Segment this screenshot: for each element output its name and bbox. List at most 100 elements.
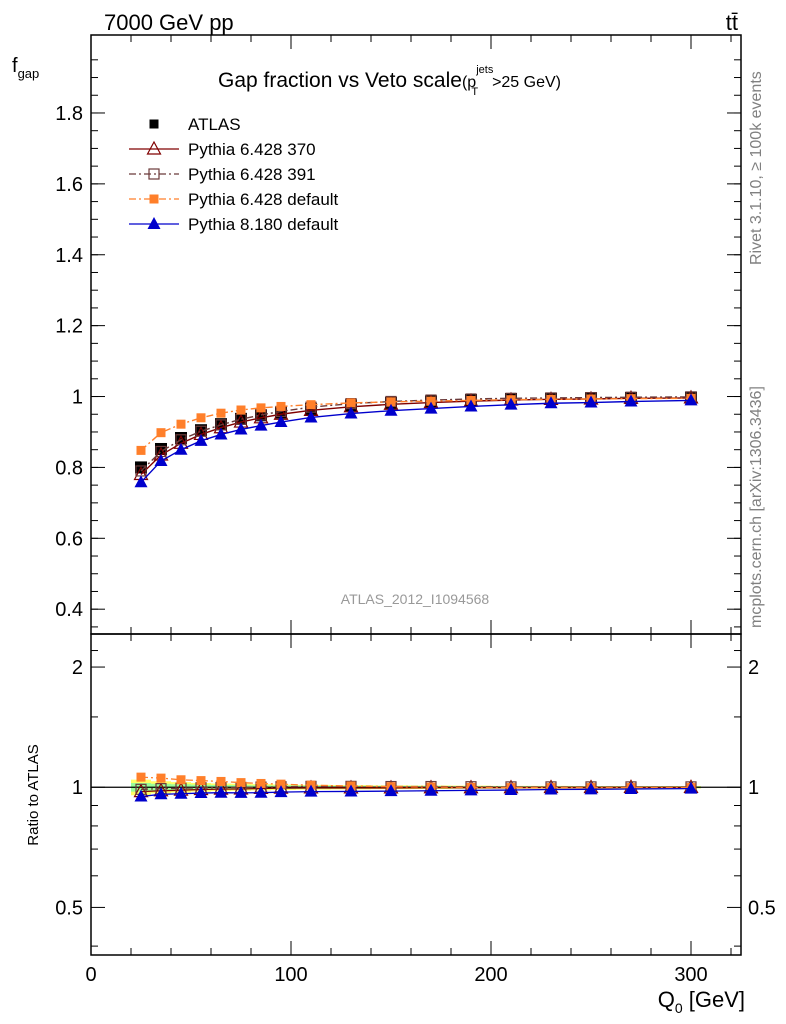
x-axis-title-main: Q	[658, 987, 675, 1012]
point-p8	[584, 395, 598, 408]
point-pdef	[216, 408, 226, 418]
ratio-point-p8	[194, 786, 208, 799]
point-pdef	[196, 413, 206, 423]
point-p8	[234, 422, 248, 435]
point-p8	[544, 396, 558, 409]
ratio-point-p8	[174, 786, 188, 799]
legend-marker-p370	[146, 140, 162, 155]
point-p8	[684, 393, 698, 406]
legend-entry-p391: Pythia 6.428 391	[129, 165, 316, 184]
ratio-point-p8	[384, 784, 398, 797]
analysis-id: ATLAS_2012_I1094568	[341, 591, 490, 607]
legend-marker-p391	[148, 168, 160, 180]
ratio-ytick-label: 1	[72, 777, 83, 799]
point-pdef	[136, 445, 146, 455]
point-p8	[384, 403, 398, 416]
ratio-point-p8	[504, 783, 518, 796]
legend-label-p370: Pythia 6.428 370	[188, 140, 316, 159]
point-p8	[194, 433, 208, 446]
ratio-ytick-label-right: 0.5	[748, 897, 776, 919]
title-cut-sup: jets	[475, 64, 494, 76]
x-tick-label: 300	[674, 964, 707, 986]
point-pdef	[306, 400, 316, 410]
upper-ytick-label: 1.2	[55, 316, 83, 338]
point-p8	[274, 415, 288, 428]
legend-label-pdef: Pythia 6.428 default	[188, 190, 339, 209]
ratio-point-pdef	[256, 778, 266, 788]
upper-ytick-label: 0.6	[55, 528, 83, 550]
ratio-ytick-label-right: 2	[748, 657, 759, 679]
x-axis-title: Q0 [GeV]	[658, 987, 745, 1016]
ratio-point-p8	[424, 783, 438, 796]
x-tick-label: 100	[274, 964, 307, 986]
ratio-point-pdef	[136, 772, 146, 782]
ratio-point-p8	[214, 785, 228, 798]
legend-label-p8: Pythia 8.180 default	[188, 215, 339, 234]
chart-title: Gap fraction vs Veto scale(pjets T >25 GeV…	[218, 64, 561, 98]
ratio-point-p8	[584, 782, 598, 795]
ratio-point-p8	[154, 787, 168, 800]
ratio-point-p8	[234, 785, 248, 798]
title-cut-rest: >25 GeV)	[492, 74, 561, 91]
point-pdef	[426, 396, 436, 406]
upper-ylabel-sub: gap	[18, 66, 40, 81]
ratio-series-p8	[134, 781, 698, 802]
upper-ytick-label: 1.6	[55, 174, 83, 196]
ratio-point-p8	[684, 781, 698, 794]
ratio-point-p8	[304, 784, 318, 797]
upper-panel: 0.4 0.6 0.8 1 1.2 1.4 1.6 1.8	[55, 34, 742, 635]
ratio-frame	[90, 633, 742, 956]
legend-marker-atlas	[149, 119, 159, 129]
process-label: tt̄	[726, 10, 738, 35]
ratio-point-pdef	[196, 776, 206, 786]
mcplots-label: mcplots.cern.ch [arXiv:1306.3436]	[748, 386, 765, 628]
ratio-point-pdef	[176, 775, 186, 785]
legend-marker-p8	[147, 217, 161, 229]
ratio-point-pdef	[156, 773, 166, 783]
ratio-point-p8	[274, 785, 288, 798]
legend: ATLAS Pythia 6.428 370 Pythia 6.428 391 Pyt…	[129, 115, 339, 234]
point-p8	[344, 406, 358, 419]
point-pdef	[156, 428, 166, 438]
legend-entry-p370: Pythia 6.428 370	[129, 140, 316, 159]
upper-ytick-label: 1	[72, 387, 83, 409]
ratio-point-pdef	[276, 779, 286, 789]
ratio-line-p391	[140, 785, 691, 790]
title-cut-open: (p	[462, 74, 476, 91]
upper-ytick-label: 1.8	[55, 103, 83, 125]
ratio-point-p8	[254, 785, 268, 798]
point-p8	[154, 454, 168, 467]
upper-ytick-label: 0.8	[55, 457, 83, 479]
legend-marker-pdef	[149, 194, 159, 204]
legend-label-atlas: ATLAS	[188, 115, 241, 134]
x-tick-label: 200	[474, 964, 507, 986]
series-p8	[134, 393, 698, 488]
point-pdef	[176, 419, 186, 429]
point-p8	[464, 399, 478, 412]
ratio-point-p8	[344, 784, 358, 797]
x-tick-label: 0	[85, 964, 96, 986]
chart-title-main: Gap fraction vs Veto scale	[218, 69, 462, 92]
ratio-ytick-label: 0.5	[55, 897, 83, 919]
title-cut-sub: T	[471, 86, 478, 98]
point-p8	[254, 418, 268, 431]
legend-label-p391: Pythia 6.428 391	[188, 165, 316, 184]
point-p8	[304, 410, 318, 423]
ratio-ytick-label: 2	[72, 657, 83, 679]
point-p8	[624, 394, 638, 407]
series-line-p391	[140, 396, 692, 472]
rivet-label: Rivet 3.1.10, ≥ 100k events	[748, 71, 765, 265]
x-axis-title-sub: 0	[675, 1000, 683, 1016]
ratio-point-p8	[544, 782, 558, 795]
point-pdef	[386, 397, 396, 407]
ratio-panel: 0.5 0.5 1 1 2 2 0 100 200 300	[55, 633, 776, 986]
point-p8	[174, 442, 188, 455]
point-pdef	[276, 401, 286, 411]
point-pdef	[346, 398, 356, 408]
legend-entry-pdef: Pythia 6.428 default	[129, 190, 339, 209]
point-p8	[214, 427, 228, 440]
ratio-point-p8	[464, 783, 478, 796]
ratio-point-pdef	[236, 778, 246, 788]
ratio-point-p8	[624, 781, 638, 794]
